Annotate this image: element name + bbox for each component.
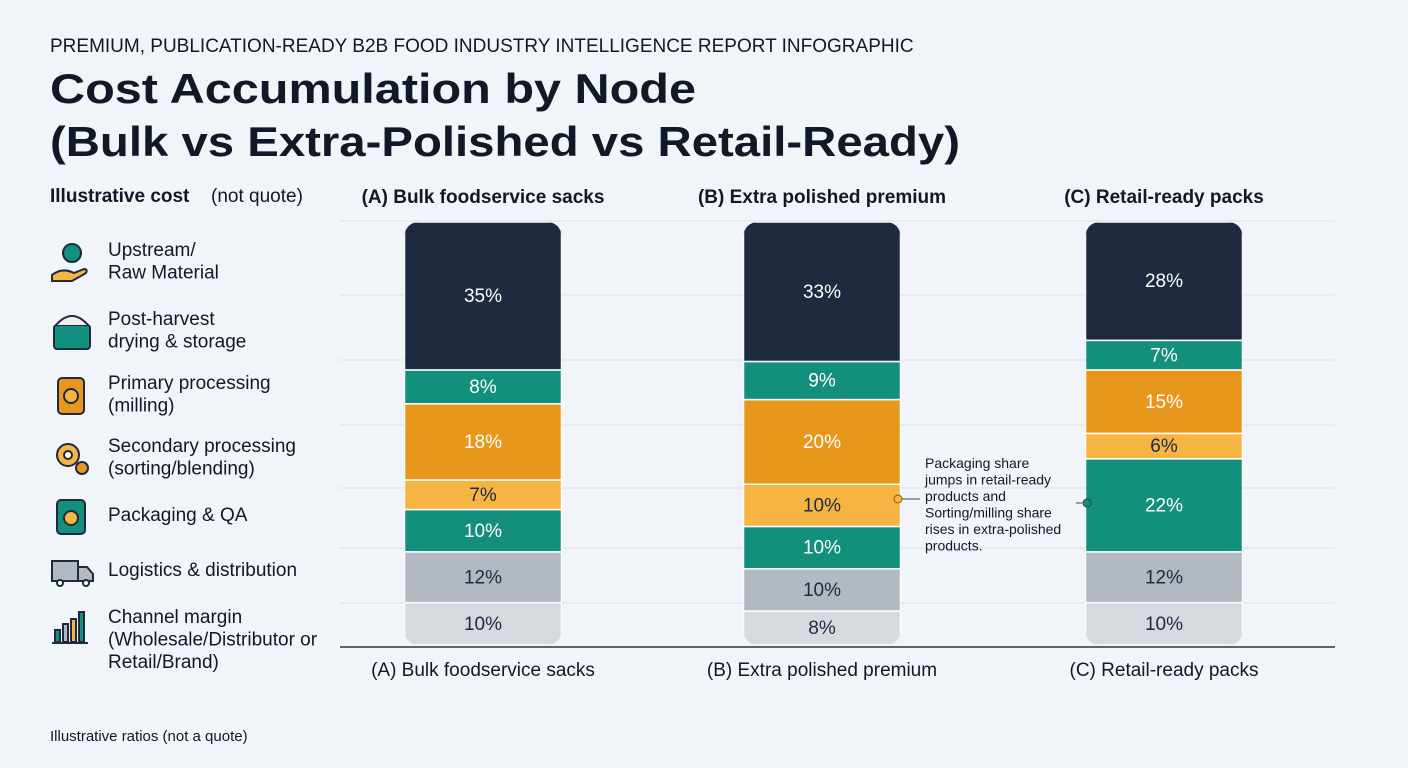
- chart-title: (Bulk vs Extra-Polished vs Retail-Ready): [50, 118, 960, 165]
- bar-segment: [404, 369, 562, 405]
- bar-segment: [1085, 458, 1243, 553]
- value-label: 10%: [464, 614, 502, 635]
- category-label: (B) Extra polished premium: [698, 187, 946, 208]
- value-label: 12%: [1145, 567, 1183, 588]
- stacked-bar: [1085, 222, 1243, 645]
- bars: 35% 8% 18% 7% 10% 12% 10% 33% 9% 20% 10% 10% 10% 8% 28…: [404, 222, 1243, 645]
- category-label: (A) Bulk foodservice sacks: [371, 660, 595, 681]
- value-label: 20%: [803, 432, 841, 453]
- value-label: 35%: [464, 286, 502, 307]
- annotation-connectors: [893, 494, 1092, 508]
- bar-segment: [404, 222, 562, 371]
- value-label: 8%: [808, 618, 836, 639]
- header: PREMIUM, PUBLICATION-READY B2B FOOD INDU…: [50, 36, 914, 57]
- legend-label: Upstream/Raw Material: [108, 240, 219, 283]
- value-label: 18%: [464, 432, 502, 453]
- bar-segment: [404, 551, 562, 604]
- chart-title: Cost Accumulation by Node: [50, 65, 696, 112]
- bar-segment: [404, 403, 562, 481]
- value-label: 10%: [803, 538, 841, 559]
- bar-segment: [404, 479, 562, 511]
- annotation: Packaging share jumps in retail-ready prod…: [924, 455, 1061, 554]
- value-label: 10%: [464, 521, 502, 542]
- stacked-bar: [404, 222, 562, 645]
- value-label: 22%: [1145, 495, 1183, 516]
- category-label: (C) Retail-ready packs: [1064, 187, 1264, 208]
- legend-label: Post-harvest drying & storage: [108, 309, 246, 352]
- bar-segment: [1085, 551, 1243, 604]
- legend-icons: [51, 243, 94, 644]
- bar-segment: [743, 610, 901, 645]
- legend-label: Primary processing (milling): [108, 373, 271, 416]
- legend-label: Channel margin (Wholesale/Distributor or R…: [108, 607, 318, 673]
- category-label: (B) Extra polished premium: [707, 660, 937, 681]
- legend-label: Packaging & QA: [108, 505, 248, 526]
- legend-subtitle: (not quote): [211, 186, 303, 207]
- stacked-bar: [743, 222, 901, 645]
- value-label: 8%: [469, 377, 497, 398]
- value-label: 15%: [1145, 392, 1183, 413]
- bar-segment: [404, 508, 562, 553]
- category-label: (C) Retail-ready packs: [1070, 660, 1259, 681]
- legend-label: Secondary processing (sorting/blending): [108, 436, 296, 479]
- bar-segment: [743, 360, 901, 401]
- value-label: 28%: [1145, 271, 1183, 292]
- value-label: 9%: [808, 371, 836, 392]
- value-label: 6%: [1150, 436, 1178, 457]
- legend-label: Logistics & distribution: [108, 560, 297, 581]
- value-label: 7%: [469, 485, 497, 506]
- value-label: 10%: [803, 580, 841, 601]
- value-label: 12%: [464, 567, 502, 588]
- value-label: 10%: [1145, 614, 1183, 635]
- footnote: Illustrative ratios (not a quote): [50, 728, 248, 745]
- legend-title: Illustrative cost: [50, 186, 190, 207]
- value-label: 33%: [803, 282, 841, 303]
- bar-segment: [743, 525, 901, 570]
- bar-segment: [1085, 601, 1243, 645]
- category-label: (A) Bulk foodservice sacks: [362, 187, 605, 208]
- value-label: 7%: [1150, 345, 1178, 366]
- bar-segment: [404, 601, 562, 645]
- value-label: 10%: [803, 495, 841, 516]
